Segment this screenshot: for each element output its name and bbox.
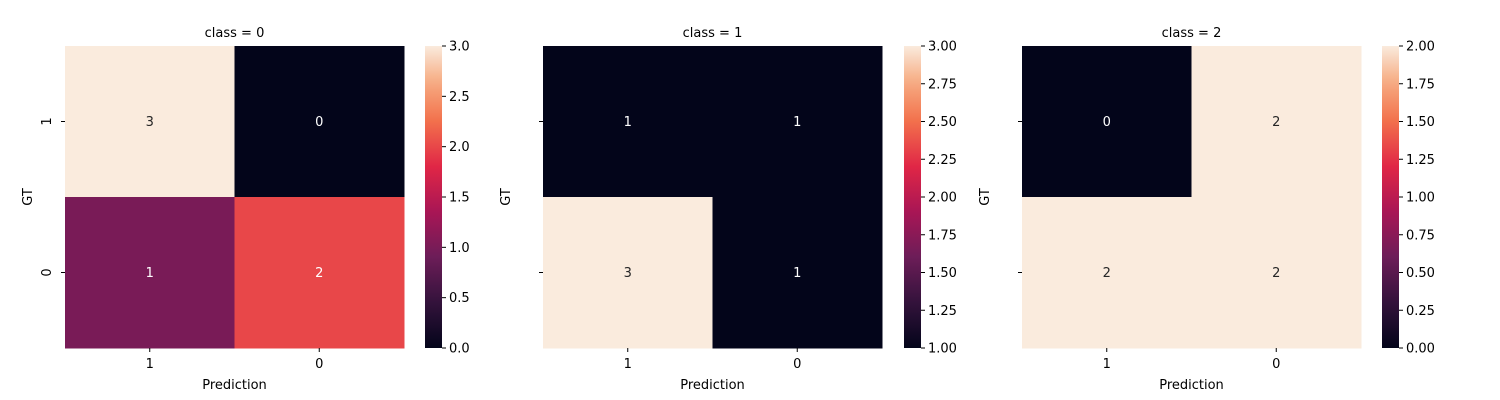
panel-2-title: class = 2: [1162, 26, 1222, 41]
panel-1-y-axis-label: GT: [499, 188, 514, 206]
panel-1-colorbar-tick-label-2: 1.50: [928, 266, 957, 281]
panel-0-colorbar-tick-label-4: 2.0: [449, 140, 470, 155]
panel-1-colorbar: [904, 46, 921, 348]
panel-2-colorbar-tick-label-7: 1.75: [1406, 77, 1435, 92]
panel-1-colorbar-tick-label-6: 2.50: [928, 115, 957, 130]
panel-1-cell-r0-c0: [543, 46, 713, 198]
panel-2-cell-r0-c0: [1022, 46, 1192, 198]
panel-0-y-tick-label-1: 0: [40, 268, 55, 276]
panel-0-y-tick-label-0: 1: [40, 117, 55, 125]
panel-1-colorbar-tick-label-4: 2.00: [928, 191, 957, 206]
panel-0-colorbar: [425, 46, 442, 348]
panel-2-cell-label-r1-c1: 2: [1272, 266, 1280, 281]
panel-2-cell-label-r0-c0: 0: [1103, 115, 1111, 130]
panel-2-colorbar: [1382, 46, 1399, 348]
panel-0-colorbar-tick-label-3: 1.5: [449, 191, 470, 206]
panel-1-colorbar-tick-label-8: 3.00: [928, 40, 957, 55]
panel-0-title: class = 0: [205, 26, 265, 41]
panel-2-x-tick-label-0: 1: [1103, 357, 1111, 372]
panel-1-cell-r0-c1: [712, 46, 883, 198]
panel-2-x-axis-label: Prediction: [1159, 378, 1224, 393]
panel-2-cell-r1-c0: [1022, 197, 1192, 349]
heatmap-panel-2: class = 2 0 2 2 2 1 0 Prediction GT 0.00 0.25 0.50 0…: [978, 26, 1435, 393]
panel-0-cell-r1-c1: [234, 197, 405, 349]
panel-1-cell-r1-c0: [543, 197, 713, 349]
panel-1-cell-label-r0-c0: 1: [624, 115, 632, 130]
panel-0-x-tick-label-0: 1: [146, 357, 154, 372]
panel-2-colorbar-tick-label-8: 2.00: [1406, 40, 1435, 55]
panel-1-cell-r1-c1: [712, 197, 883, 349]
panel-1-cell-label-r1-c1: 1: [793, 266, 801, 281]
heatmap-panel-1: class = 1 1 1 3 1 1 0 Prediction GT 1.00 1.25 1.50 1…: [499, 26, 957, 393]
panel-2-cell-label-r1-c0: 2: [1103, 266, 1111, 281]
panel-0-cell-r1-c0: [65, 197, 235, 349]
panel-0-y-axis-label: GT: [21, 188, 36, 206]
panel-2-y-axis-label: GT: [978, 188, 993, 206]
panel-0-colorbar-tick-label-5: 2.5: [449, 90, 470, 105]
panel-0-cell-label-r0-c0: 3: [146, 115, 154, 130]
panel-2-colorbar-tick-label-3: 0.75: [1406, 228, 1435, 243]
panel-2-cell-r0-c1: [1191, 46, 1362, 198]
panel-1-x-axis-label: Prediction: [680, 378, 745, 393]
panel-0-colorbar-tick-label-1: 0.5: [449, 291, 470, 306]
panel-1-title: class = 1: [683, 26, 743, 41]
panel-0-colorbar-tick-label-0: 0.0: [449, 342, 470, 357]
panel-2-x-tick-label-1: 0: [1272, 357, 1280, 372]
panel-2-colorbar-tick-label-5: 1.25: [1406, 153, 1435, 168]
heatmap-panel-0: class = 0 3 0 1 2 1 0 1 0 Prediction GT 0.0 0.5 1.0 1.…: [21, 26, 470, 393]
panel-0-x-tick-label-1: 0: [315, 357, 323, 372]
panel-1-cell-label-r1-c0: 3: [624, 266, 632, 281]
panel-2-colorbar-tick-label-6: 1.50: [1406, 115, 1435, 130]
panel-0-colorbar-tick-label-2: 1.0: [449, 241, 470, 256]
panel-0-colorbar-tick-label-6: 3.0: [449, 40, 470, 55]
panel-2-cell-label-r0-c1: 2: [1272, 115, 1280, 130]
panel-0-cell-r0-c1: [234, 46, 405, 198]
panel-2-colorbar-tick-label-2: 0.50: [1406, 266, 1435, 281]
panel-1-cell-label-r0-c1: 1: [793, 115, 801, 130]
panel-1-colorbar-tick-label-0: 1.00: [928, 342, 957, 357]
panel-0-cell-r0-c0: [65, 46, 235, 198]
panel-0-x-axis-label: Prediction: [202, 378, 267, 393]
panel-2-colorbar-tick-label-4: 1.00: [1406, 191, 1435, 206]
panel-1-colorbar-tick-label-3: 1.75: [928, 228, 957, 243]
panel-2-colorbar-tick-label-1: 0.25: [1406, 304, 1435, 319]
panel-2-colorbar-tick-label-0: 0.00: [1406, 342, 1435, 357]
panel-1-x-tick-label-1: 0: [793, 357, 801, 372]
panel-1-colorbar-tick-label-1: 1.25: [928, 304, 957, 319]
panel-0-cell-label-r1-c1: 2: [315, 266, 323, 281]
panel-0-cell-label-r0-c1: 0: [315, 115, 323, 130]
panel-2-cell-r1-c1: [1191, 197, 1362, 349]
panel-0-cell-label-r1-c0: 1: [146, 266, 154, 281]
panel-1-colorbar-tick-label-5: 2.25: [928, 153, 957, 168]
panel-1-colorbar-tick-label-7: 2.75: [928, 77, 957, 92]
panel-1-x-tick-label-0: 1: [624, 357, 632, 372]
